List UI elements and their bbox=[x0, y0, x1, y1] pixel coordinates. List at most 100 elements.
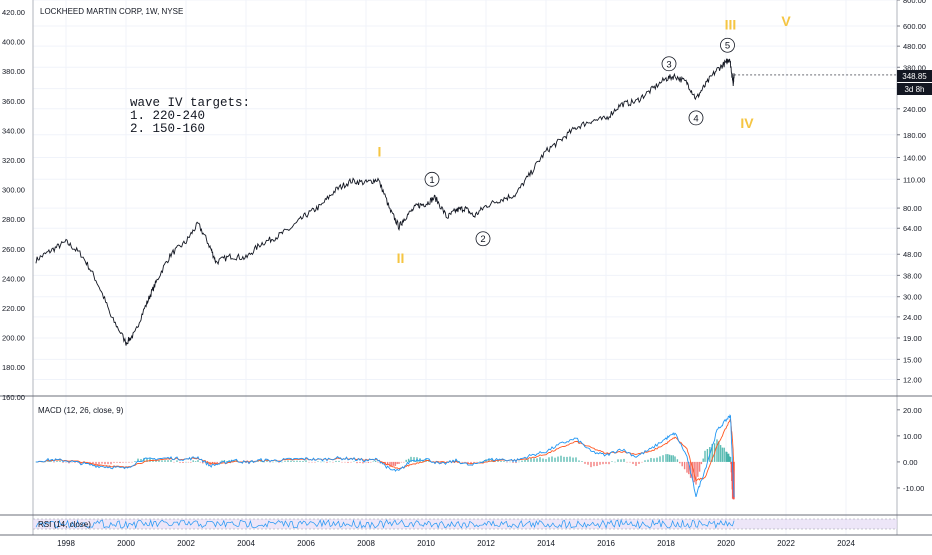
macd-histogram-bar bbox=[470, 461, 472, 464]
macd-histogram-bar bbox=[284, 461, 286, 462]
macd-histogram-bar bbox=[697, 461, 699, 477]
macd-histogram-bar bbox=[299, 460, 301, 462]
macd-histogram-bar bbox=[473, 461, 475, 463]
macd-histogram-bar bbox=[218, 461, 221, 463]
macd-histogram-bar bbox=[92, 461, 94, 465]
wave-number-2: 2 bbox=[480, 234, 485, 245]
right-tick-label: 380.00 bbox=[903, 63, 926, 72]
macd-histogram-bar bbox=[620, 459, 622, 462]
macd-histogram-bar bbox=[638, 461, 640, 464]
macd-histogram-bar bbox=[403, 461, 405, 463]
macd-histogram-bar bbox=[691, 461, 694, 479]
macd-histogram-bar bbox=[335, 460, 337, 462]
macd-histogram-bar bbox=[116, 461, 118, 463]
macd-histogram-bar bbox=[140, 458, 142, 462]
macd-histogram-bar bbox=[545, 459, 547, 462]
right-tick-label: 600.00 bbox=[903, 22, 926, 31]
x-tick-label: 2010 bbox=[417, 539, 435, 548]
macd-histogram-bar bbox=[667, 454, 669, 462]
macd-histogram-bar bbox=[611, 461, 613, 462]
macd-histogram-bar bbox=[365, 461, 367, 463]
wave-label-I: I bbox=[378, 143, 382, 159]
macd-histogram-bar bbox=[726, 451, 728, 462]
macd-histogram-bar bbox=[158, 460, 160, 462]
macd-histogram-bar bbox=[104, 461, 106, 465]
wave-circle-5 bbox=[720, 37, 735, 53]
macd-histogram-bar bbox=[530, 458, 532, 462]
macd-histogram-bar bbox=[506, 461, 508, 463]
macd-histogram-bar bbox=[693, 461, 695, 483]
macd-histogram-bar bbox=[320, 461, 322, 463]
macd-histogram-bar bbox=[161, 460, 163, 462]
macd-histogram-bar bbox=[602, 461, 604, 465]
macd-histogram-bar bbox=[706, 449, 709, 462]
macd-histogram-bar bbox=[554, 457, 556, 462]
macd-histogram-bar bbox=[647, 459, 649, 462]
right-tick-label: 30.00 bbox=[903, 293, 922, 302]
macd-histogram-bar bbox=[101, 461, 103, 464]
macd-histogram-bar bbox=[482, 461, 484, 462]
macd-histogram-bar bbox=[350, 461, 352, 463]
wave-circle-3 bbox=[661, 56, 677, 72]
wave-label-IV: IV bbox=[740, 115, 754, 131]
macd-histogram-bar bbox=[727, 453, 729, 462]
macd-histogram-bar bbox=[254, 461, 256, 463]
macd-histogram-bar bbox=[572, 457, 574, 462]
macd-histogram-bar bbox=[719, 445, 722, 462]
left-tick-label: 240.00 bbox=[2, 274, 25, 283]
left-tick-label: 200.00 bbox=[2, 334, 25, 343]
x-tick-label: 2006 bbox=[297, 539, 315, 548]
macd-histogram-bar bbox=[296, 460, 298, 462]
macd-histogram-bar bbox=[359, 461, 361, 463]
macd-histogram-bar bbox=[617, 459, 619, 462]
note-line-2: 1. 220-240 bbox=[130, 109, 205, 123]
macd-histogram-bar bbox=[266, 460, 268, 462]
macd-histogram-bar bbox=[187, 461, 190, 463]
macd-histogram-bar bbox=[391, 461, 393, 467]
macd-histogram-bar bbox=[65, 461, 67, 463]
macd-histogram-bar bbox=[668, 454, 671, 462]
macd-histogram-bar bbox=[113, 461, 115, 463]
macd-histogram-bar bbox=[326, 461, 328, 463]
macd-histogram-bar bbox=[641, 461, 643, 463]
right-tick-label: 64.00 bbox=[903, 224, 922, 233]
macd-histogram-bar bbox=[50, 460, 52, 462]
macd-histogram-bar bbox=[221, 460, 223, 462]
macd-histogram-bar bbox=[287, 460, 289, 462]
macd-histogram-bar bbox=[190, 461, 192, 463]
macd-histogram-bar bbox=[398, 461, 400, 464]
macd-histogram-bar bbox=[131, 461, 133, 463]
macd-histogram-bar bbox=[155, 461, 157, 462]
last-price-label: 348.85 bbox=[902, 72, 927, 81]
macd-histogram-bar bbox=[164, 460, 166, 462]
macd-histogram-bar bbox=[698, 461, 701, 472]
macd-histogram-bar bbox=[614, 461, 616, 463]
macd-histogram-bar bbox=[704, 450, 706, 462]
macd-histogram-bar bbox=[461, 461, 463, 463]
left-tick-label-partial: 160.00 bbox=[2, 393, 25, 402]
macd-histogram-bar bbox=[137, 458, 139, 462]
x-tick-label: 2020 bbox=[717, 539, 735, 548]
macd-histogram-bar bbox=[659, 456, 661, 462]
left-tick-label: 260.00 bbox=[2, 245, 25, 254]
x-tick-label: 2024 bbox=[837, 539, 855, 548]
macd-histogram-bar bbox=[194, 461, 197, 462]
left-tick-label: 340.00 bbox=[2, 126, 25, 135]
macd-histogram-bar bbox=[578, 460, 580, 462]
macd-histogram-bar bbox=[290, 460, 292, 462]
macd-histogram-bar bbox=[548, 457, 550, 462]
macd-histogram-bar bbox=[311, 461, 313, 463]
right-tick-label: 140.00 bbox=[903, 154, 926, 163]
macd-histogram-bar bbox=[686, 461, 688, 473]
macd-histogram-bar bbox=[392, 461, 395, 466]
macd-histogram-bar bbox=[182, 461, 184, 463]
wave-circle-2 bbox=[475, 231, 491, 247]
macd-histogram-bar bbox=[216, 461, 218, 464]
macd-histogram-bar bbox=[596, 461, 598, 467]
macd-histogram-bar bbox=[134, 461, 136, 462]
macd-histogram-bar bbox=[367, 461, 370, 463]
macd-histogram-bar bbox=[396, 461, 398, 465]
right-tick-label: 15.00 bbox=[903, 355, 922, 364]
macd-histogram-bar bbox=[293, 460, 295, 462]
